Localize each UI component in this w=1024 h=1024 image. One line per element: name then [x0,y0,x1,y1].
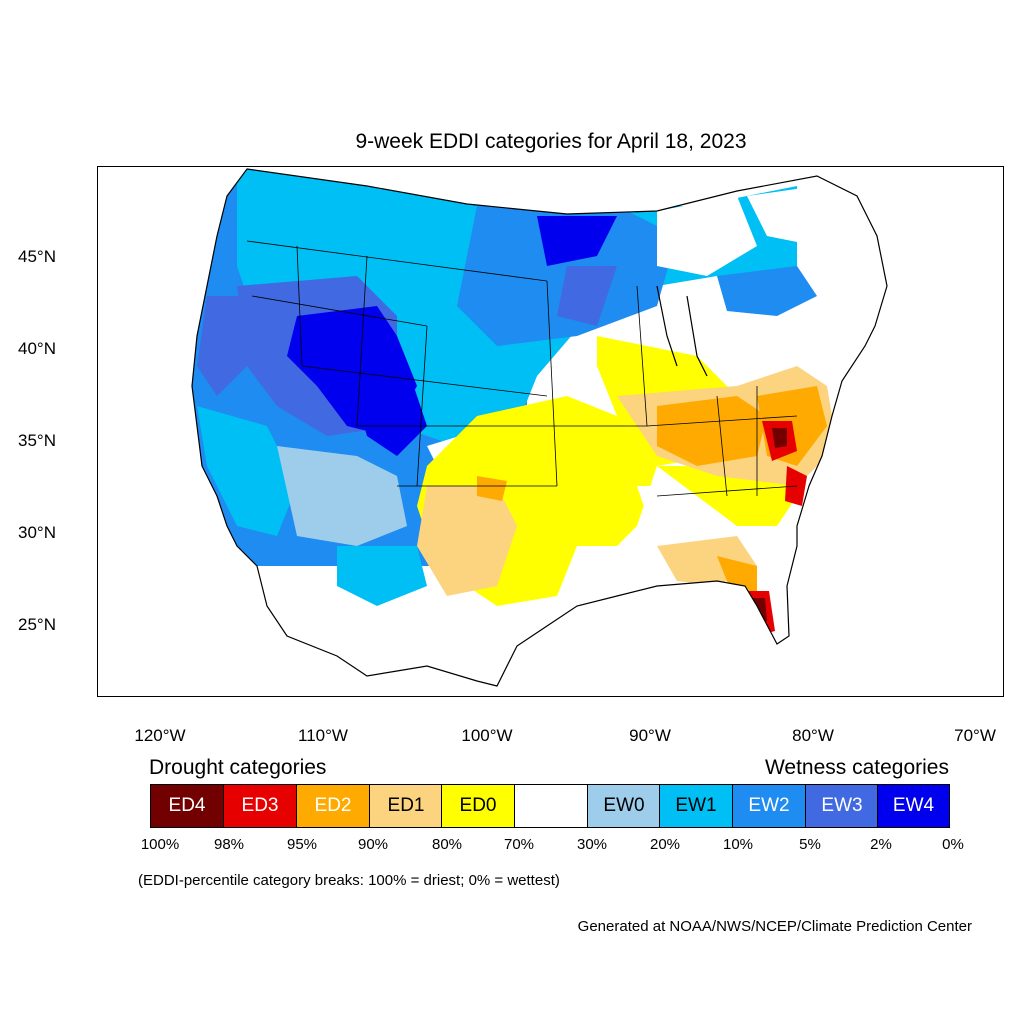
x-tick-label: 90°W [629,726,671,745]
coastlines [191,168,888,687]
break-label: 10% [722,836,754,853]
break-label: 90% [357,836,389,853]
y-tick-label: 35°N [18,431,56,450]
break-label: 2% [870,836,892,853]
break-label: 100% [140,836,180,853]
legend-box-ew4: EW4 [877,784,950,828]
break-label: 30% [576,836,608,853]
legend-box-ew0: EW0 [587,784,661,828]
legend-box-ed2: ED2 [296,784,370,828]
legend-box-ed1: ED1 [369,784,443,828]
legend-box-ed3: ED3 [223,784,297,828]
break-label: 0% [942,836,964,853]
wetness-heading: Wetness categories [764,756,949,779]
break-label: 5% [799,836,821,853]
break-label: 70% [503,836,535,853]
y-tick-label: 30°N [18,523,56,542]
x-tick-label: 100°W [461,726,513,745]
legend-box-neutral [514,784,588,828]
break-label: 80% [431,836,463,853]
eddi-map [97,166,1004,697]
legend-box-ed4: ED4 [150,784,224,828]
x-tick-label: 110°W [298,726,348,745]
legend-box-ed0: ED0 [441,784,515,828]
credit-line: Generated at NOAA/NWS/NCEP/Climate Predi… [577,918,972,935]
category-legend: ED4 ED3 ED2 ED1 ED0 EW0 EW1 EW2 EW3 EW4 [150,784,950,830]
y-tick-label: 25°N [18,615,56,634]
y-tick-label: 45°N [18,247,56,266]
state-boundaries [246,240,798,497]
footnote: (EDDI-percentile category breaks: 100% =… [138,872,560,889]
map-canvas [97,166,1004,697]
map-title: 9-week EDDI categories for April 18, 202… [355,130,747,153]
break-label: 98% [213,836,245,853]
x-tick-label: 120°W [134,726,186,745]
drought-heading: Drought categories [149,756,327,779]
break-label: 95% [286,836,318,853]
break-label: 20% [649,836,681,853]
x-tick-label: 80°W [792,726,834,745]
y-tick-label: 40°N [18,339,56,358]
x-tick-label: 70°W [954,726,996,745]
legend-box-ew3: EW3 [805,784,879,828]
eddi-field [192,169,837,636]
legend-box-ew1: EW1 [659,784,733,828]
legend-box-ew2: EW2 [732,784,806,828]
